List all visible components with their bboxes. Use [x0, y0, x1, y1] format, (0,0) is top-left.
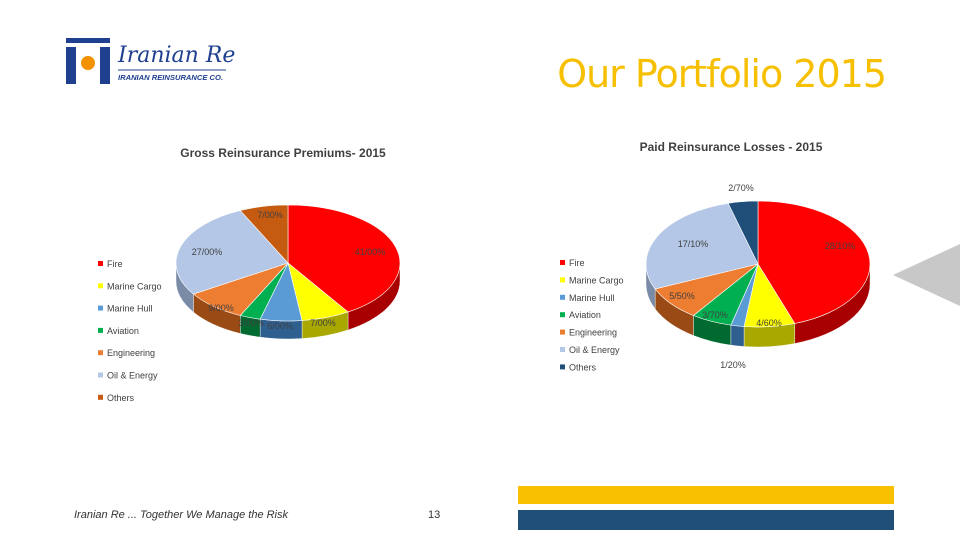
gross-premiums-pie-chart: Gross Reinsurance Premiums- 2015 41/00% 7…	[98, 146, 401, 403]
footer-bar-blue	[518, 510, 894, 530]
legend-item-oil-and-energy: Oil & Energy	[107, 371, 158, 381]
data-label-fire: 41/00%	[355, 247, 386, 257]
data-label-others: 7/00%	[257, 210, 283, 220]
pie-slice-others	[239, 204, 289, 264]
legend-item-aviation: Aviation	[107, 326, 139, 336]
pie-layer: 28/10% 4/60% 1/20% 3/70% 5/50% 17/10% 2/70%	[645, 183, 871, 370]
pie-slice-oil-and-energy	[175, 210, 289, 295]
data-label-fire: 28/10%	[825, 241, 856, 251]
legend-swatch-fire	[560, 260, 565, 265]
legend-item-others: Others	[569, 362, 597, 372]
legend-swatch-marine-cargo	[98, 283, 103, 289]
legend-item-marine-hull: Marine Hull	[107, 304, 153, 314]
data-label-aviation: 3/70%	[702, 310, 728, 320]
paid-losses-pie-chart: Paid Reinsurance Losses - 2015 28/10% 4/6…	[560, 140, 871, 372]
data-label-engineering: 9/00%	[208, 303, 234, 313]
logo-bar-top	[66, 38, 110, 43]
data-label-marine-hull: 6/00%	[267, 321, 293, 331]
legend-swatch-others	[560, 364, 565, 370]
logo-sun-icon	[81, 56, 95, 70]
pie-slice-others	[727, 200, 759, 265]
data-label-marine-cargo: 7/00%	[310, 318, 336, 328]
legend-swatch-aviation	[98, 327, 103, 333]
footer-tagline: Iranian Re ... Together We Manage the Ri…	[74, 509, 289, 521]
legend-swatch-engineering	[560, 329, 565, 335]
data-label-oil-and-energy: 27/00%	[192, 247, 223, 257]
iranian-re-logo: Iranian Re IRANIAN REINSURANCE CO.	[66, 38, 235, 84]
legend-item-aviation: Aviation	[569, 310, 601, 320]
logo-company-name: IRANIAN REINSURANCE CO.	[118, 73, 223, 82]
legend-swatch-marine-hull	[98, 305, 103, 311]
legend-item-others: Others	[107, 393, 135, 403]
legend-item-engineering: Engineering	[107, 348, 155, 358]
next-arrow-icon	[893, 244, 960, 306]
legend-item-marine-hull: Marine Hull	[569, 293, 615, 303]
legend: Fire Marine Cargo Marine Hull Aviation Engin…	[560, 258, 624, 372]
legend-swatch-marine-cargo	[560, 277, 565, 283]
legend-swatch-fire	[98, 261, 103, 266]
legend-swatch-marine-hull	[560, 294, 565, 300]
legend: Fire Marine Cargo Marine Hull Aviation Engin…	[98, 259, 162, 403]
data-label-aviation: 3/00%	[238, 318, 264, 328]
footer-bar-yellow	[518, 486, 894, 504]
logo-bar-right	[100, 47, 110, 84]
legend-item-engineering: Engineering	[569, 328, 617, 338]
chart-title: Paid Reinsurance Losses - 2015	[640, 140, 823, 154]
legend-item-marine-cargo: Marine Cargo	[107, 281, 162, 291]
data-label-oil-and-energy: 17/10%	[678, 239, 709, 249]
legend-item-marine-cargo: Marine Cargo	[569, 275, 624, 285]
data-label-others: 2/70%	[728, 183, 754, 193]
logo-script-name: Iranian Re	[117, 43, 235, 68]
chart-title: Gross Reinsurance Premiums- 2015	[180, 146, 386, 160]
data-label-marine-cargo: 4/60%	[756, 318, 782, 328]
legend-swatch-aviation	[560, 312, 565, 318]
legend-item-oil-and-energy: Oil & Energy	[569, 345, 620, 355]
slide-title: Our Portfolio 2015	[557, 52, 887, 96]
legend-swatch-oil-and-energy	[560, 347, 565, 352]
pie-slice-fire	[287, 204, 401, 313]
pie-slice-oil-and-energy	[645, 202, 759, 290]
data-label-engineering: 5/50%	[669, 291, 695, 301]
pie-slice-fire	[757, 200, 871, 324]
legend-swatch-others	[98, 394, 103, 400]
legend-swatch-engineering	[98, 350, 103, 356]
page-number: 13	[428, 509, 441, 521]
pie-layer: 41/00% 7/00% 6/00%3/00% 9/00% 27/00% 7/00%	[175, 204, 401, 340]
legend-item-fire: Fire	[569, 258, 585, 268]
pie-side-marine-hull	[730, 324, 745, 347]
legend-item-fire: Fire	[107, 259, 123, 269]
legend-swatch-oil-and-energy	[98, 372, 103, 378]
logo-bar-left	[66, 47, 76, 84]
data-label-marine-hull: 1/20%	[720, 360, 746, 370]
